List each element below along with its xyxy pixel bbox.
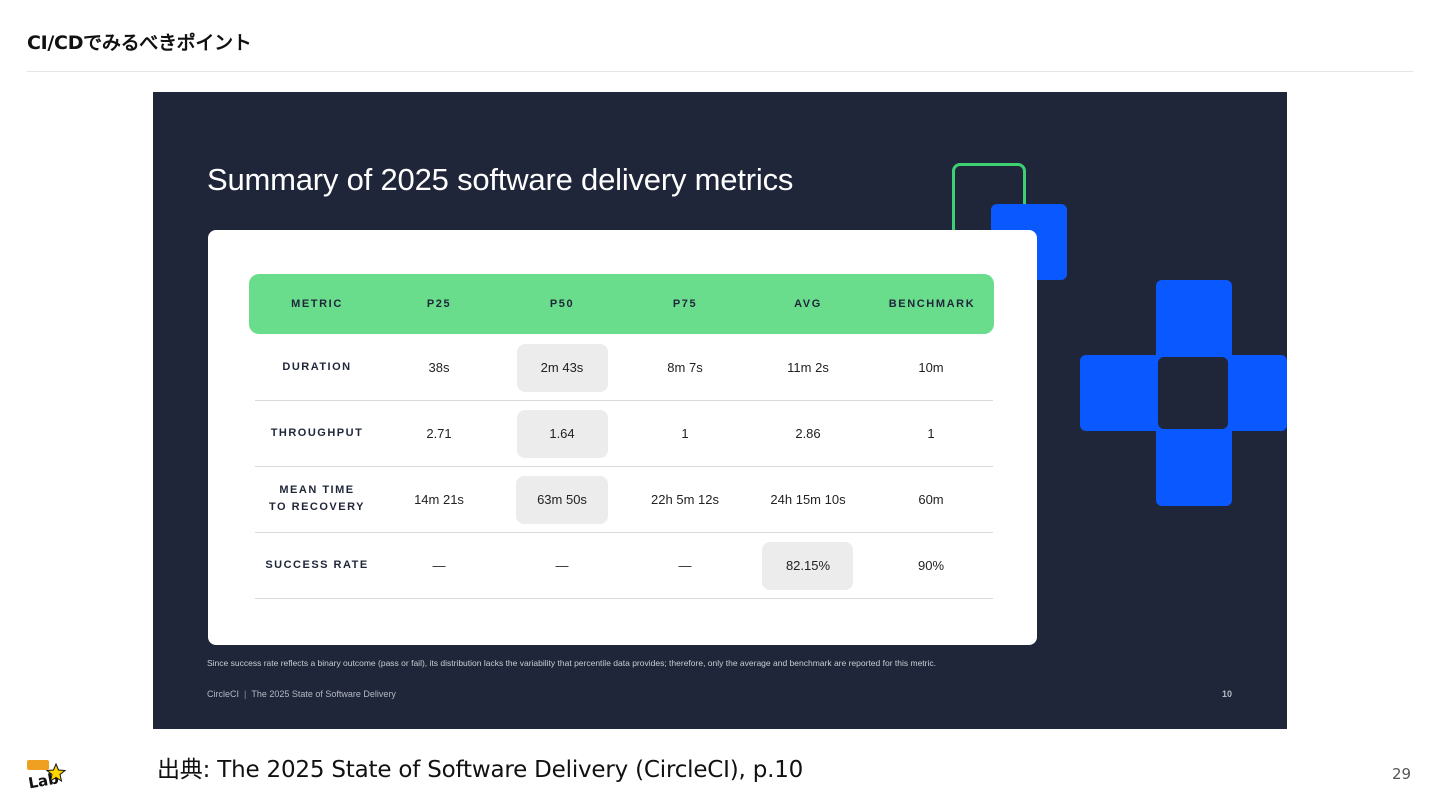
embedded-footnote: Since success rate reflects a binary out… <box>207 658 936 668</box>
slide-title: CI/CDでみるべきポイント <box>27 32 252 54</box>
deco-blue-cross <box>1080 280 1287 506</box>
p25-value: 14m 21s <box>414 491 464 507</box>
p75-value: 8m 7s <box>667 359 703 375</box>
column-header: BENCHMARK <box>888 298 976 310</box>
page-number: 29 <box>1392 765 1412 783</box>
embedded-slide-image: Summary of 2025 software delivery metric… <box>153 92 1287 729</box>
embedded-slide-heading: Summary of 2025 software delivery metric… <box>207 162 794 197</box>
benchmark-value: 1 <box>927 425 935 441</box>
p25-value: 38s <box>428 359 450 375</box>
table-row: DURATION 38s 2m 43s 8m 7s 11m 2s 10m <box>255 334 993 401</box>
embedded-footer: CircleCI | The 2025 State of Software Deli… <box>207 689 396 699</box>
p75-value: 1 <box>681 425 689 441</box>
avg-value: 24h 15m 10s <box>770 491 846 507</box>
table-row: SUCCESS RATE — — — 82.15% 90% <box>255 532 993 599</box>
source-citation: 出典: The 2025 State of Software Delivery … <box>157 757 804 783</box>
metric-label: DURATION <box>282 360 352 373</box>
p25-value: — <box>432 557 446 573</box>
p75-value: — <box>678 557 692 573</box>
column-header: P50 <box>549 298 575 310</box>
median-highlight <box>517 344 608 392</box>
avg-value: 2.86 <box>795 425 821 441</box>
company-logo: Lab <box>27 760 67 790</box>
footer-report-title: The 2025 State of Software Delivery <box>251 689 396 699</box>
column-header: METRIC <box>291 298 343 310</box>
metric-label: SUCCESS RATE <box>265 558 369 571</box>
p50-value: 1.64 <box>549 425 575 441</box>
p50-value: — <box>555 557 569 573</box>
table-row: THROUGHPUT 2.71 1.64 1 2.86 1 <box>255 400 993 467</box>
table-header: METRIC P25 P50 P75 AVG BENCHMARK <box>249 274 994 334</box>
p25-value: 2.71 <box>426 425 452 441</box>
embedded-page-number: 10 <box>1222 689 1233 699</box>
title-divider <box>27 71 1413 72</box>
benchmark-value: 10m <box>918 359 944 375</box>
metric-label: MEAN TIME TO RECOVERY <box>269 484 365 513</box>
benchmark-value: 90% <box>917 557 945 573</box>
column-header: AVG <box>794 298 822 310</box>
column-header: P25 <box>426 298 452 310</box>
p50-value: 63m 50s <box>537 491 587 507</box>
column-header: P75 <box>672 298 698 310</box>
table-row: MEAN TIME TO RECOVERY 14m 21s 63m 50s 22… <box>255 466 993 533</box>
p75-value: 22h 5m 12s <box>651 491 719 507</box>
metrics-table-card: METRIC P25 P50 P75 AVG BENCHMARK DURATIO… <box>208 230 1037 645</box>
footer-brand-name: CircleCI <box>207 689 240 699</box>
median-highlight <box>517 410 608 458</box>
metric-label: THROUGHPUT <box>270 426 364 439</box>
avg-value: 11m 2s <box>787 359 829 375</box>
median-highlight <box>516 476 608 524</box>
p50-value: 2m 43s <box>540 359 584 375</box>
avg-highlight <box>762 542 853 590</box>
avg-value: 82.15% <box>785 557 831 573</box>
benchmark-value: 60m <box>918 491 944 507</box>
